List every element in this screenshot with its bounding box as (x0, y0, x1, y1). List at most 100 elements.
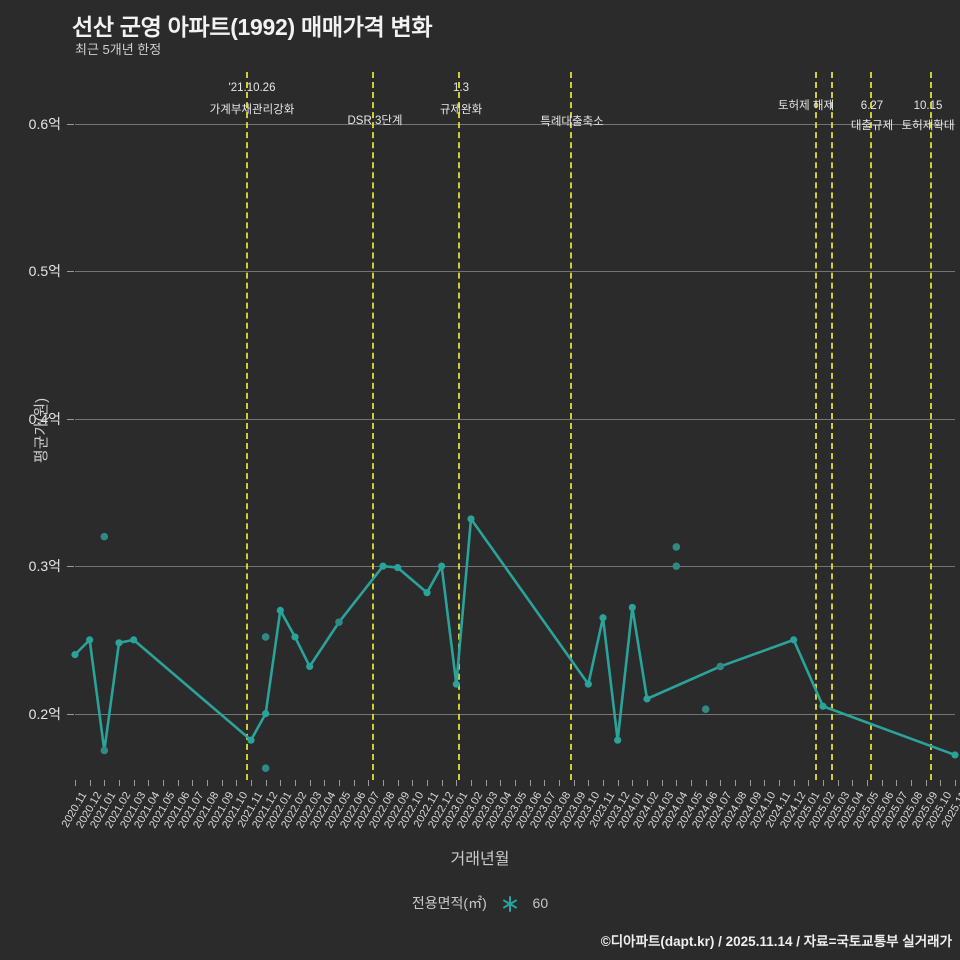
y-tick-label: 0.4억 (28, 410, 61, 427)
x-tick-mark (749, 780, 751, 786)
x-tick-mark (647, 780, 648, 786)
event-name-label: 토허제 해제 (777, 100, 835, 112)
x-tick-mark (207, 780, 208, 786)
scatter-point[interactable] (100, 746, 109, 755)
x-tick-mark (676, 780, 678, 786)
scatter-point[interactable] (335, 618, 343, 626)
data-point[interactable] (643, 695, 651, 703)
data-point[interactable] (628, 603, 636, 612)
event-date-label: 10.15 (913, 100, 943, 112)
data-point[interactable] (291, 633, 299, 641)
gridline (75, 566, 955, 568)
data-point[interactable] (86, 636, 94, 644)
x-tick-mark (529, 780, 531, 786)
y-tick-label: 0.3억 (28, 558, 61, 575)
event-date-label: '21.10.26 (228, 82, 276, 94)
data-point[interactable] (951, 751, 959, 759)
chart-subtitle: 최근 5개년 한정 (75, 42, 162, 57)
x-tick-mark (705, 780, 707, 786)
scatter-point[interactable] (701, 705, 710, 713)
gridline (75, 123, 955, 125)
event-name-label: 대출규제 (850, 120, 894, 132)
x-tick-mark (265, 780, 267, 786)
data-point[interactable] (423, 589, 431, 597)
x-tick-mark (881, 780, 883, 786)
scatter-point[interactable] (261, 764, 270, 772)
x-tick-mark (309, 780, 311, 786)
x-tick-mark (500, 780, 502, 786)
scatter-point[interactable] (261, 633, 270, 641)
x-tick-mark (896, 780, 898, 786)
data-point[interactable] (306, 662, 314, 671)
series-line (73, 517, 957, 757)
x-tick-mark (632, 780, 634, 786)
x-tick-mark (544, 780, 546, 786)
data-point[interactable] (790, 636, 798, 644)
data-point[interactable] (452, 680, 460, 688)
event-date-label: 6.27 (860, 100, 884, 112)
x-tick-mark (119, 780, 120, 786)
x-tick-mark (324, 780, 326, 786)
x-tick-mark (867, 780, 868, 786)
legend: 전용면적(㎡) 60 (0, 893, 960, 916)
page-title: 선산 군영 아파트(1992) 매매가격 변화 (72, 14, 433, 40)
data-point[interactable] (467, 515, 475, 523)
event-line-ann-2 (372, 72, 374, 780)
x-tick-mark (735, 780, 736, 786)
data-point[interactable] (599, 614, 607, 622)
x-tick-mark (691, 780, 692, 786)
x-tick-mark (925, 780, 927, 786)
legend-series-value: 60 (532, 895, 549, 912)
plot-area: 0.6억 0.5억 0.4억 0.3억 0.2억 2020.11 2020.12 2021.… (29, 72, 960, 830)
data-point[interactable] (276, 606, 284, 614)
scatter-point[interactable] (672, 562, 681, 570)
gridline (75, 418, 955, 420)
x-tick-mark (559, 780, 560, 786)
x-tick-mark (911, 780, 912, 786)
data-point[interactable] (584, 680, 592, 688)
x-tick-mark (192, 780, 194, 786)
x-tick-mark (427, 780, 428, 786)
data-point[interactable] (115, 639, 123, 647)
scatter-point[interactable] (716, 662, 725, 671)
x-tick-mark (720, 780, 722, 786)
event-line-ann-1 (246, 72, 248, 780)
x-tick-mark (588, 780, 590, 786)
y-tick-mark (67, 713, 74, 715)
x-tick-mark (133, 780, 135, 786)
data-point[interactable] (71, 651, 79, 659)
x-tick-mark (221, 780, 223, 786)
x-tick-mark (661, 780, 663, 786)
data-point[interactable] (394, 564, 402, 572)
x-tick-mark (353, 780, 355, 786)
data-point[interactable] (438, 562, 446, 570)
y-tick-mark (67, 566, 74, 568)
x-tick-mark (779, 780, 780, 786)
data-point[interactable] (247, 736, 255, 744)
scatter-point[interactable] (100, 532, 109, 541)
event-name-label: DSR 3단계 (347, 115, 403, 127)
x-tick-mark (485, 780, 487, 786)
y-tick-label: 0.2억 (28, 705, 61, 722)
data-point[interactable] (819, 702, 827, 710)
data-point[interactable] (262, 710, 270, 718)
event-name-label: 특례대출축소 (540, 116, 604, 128)
x-tick-mark (617, 780, 619, 786)
y-tick-mark (67, 123, 74, 125)
data-point[interactable] (130, 636, 138, 644)
data-point[interactable] (614, 736, 622, 744)
footer-credit: ©디아파트(dapt.kr) / 2025.11.14 / 자료=국토교통부 실… (600, 934, 952, 949)
data-point[interactable] (379, 562, 387, 570)
x-tick-mark (808, 780, 810, 786)
event-name-label: 규제완화 (439, 104, 483, 116)
y-tick-mark (67, 418, 74, 420)
event-line-ann-8 (930, 72, 932, 780)
x-tick-mark (793, 780, 795, 786)
x-tick-mark (163, 780, 164, 786)
x-tick-mark (603, 780, 604, 786)
event-name-label: 가계부채관리강화 (209, 104, 295, 116)
scatter-point[interactable] (672, 543, 681, 551)
event-date-label: 1.3 (453, 82, 469, 94)
x-tick-mark (852, 780, 854, 786)
